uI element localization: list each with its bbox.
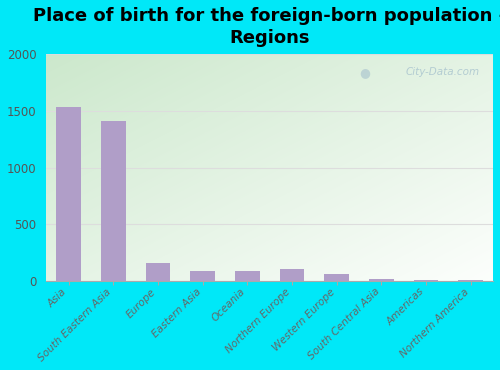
Bar (235, 270, 260, 281)
Bar (56, 107, 81, 281)
Bar (190, 271, 215, 281)
Bar (369, 279, 394, 281)
Bar (280, 269, 304, 281)
Text: ●: ● (359, 66, 370, 79)
Bar (324, 274, 349, 281)
Bar (146, 263, 171, 281)
Bar (458, 280, 483, 281)
Title: Place of birth for the foreign-born population -
Regions: Place of birth for the foreign-born popu… (33, 7, 500, 47)
Text: City-Data.com: City-Data.com (406, 67, 479, 77)
Bar (414, 280, 438, 281)
Bar (101, 121, 126, 281)
